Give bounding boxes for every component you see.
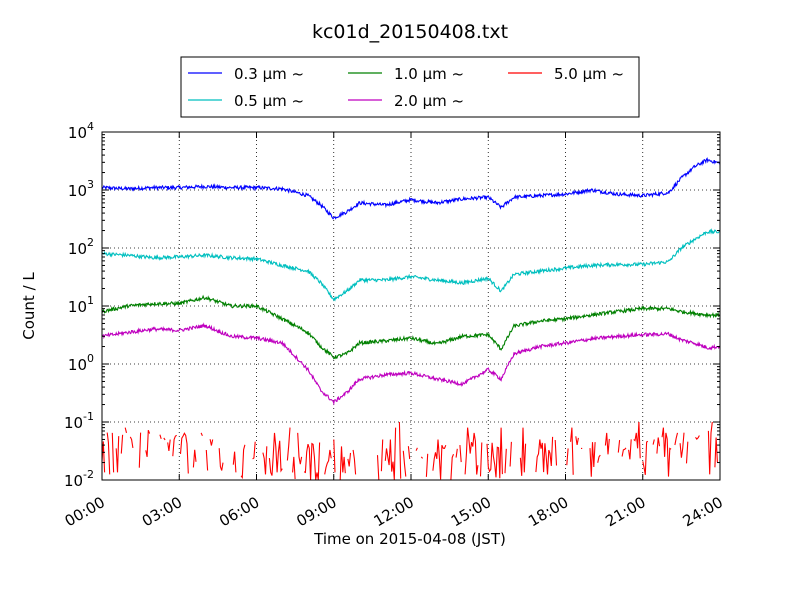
series-line-5	[101, 421, 718, 480]
legend-label: 0.3 µm ~	[234, 65, 304, 83]
y-tick-label: 101	[68, 294, 94, 316]
legend-label: 0.5 µm ~	[234, 92, 304, 110]
legend-label: 2.0 µm ~	[394, 92, 464, 110]
legend-label: 1.0 µm ~	[394, 65, 464, 83]
chart-title: kc01d_20150408.txt	[312, 21, 508, 43]
grid	[102, 132, 720, 480]
y-tick-label: 103	[68, 178, 94, 200]
y-axis-label: Count / L	[20, 272, 38, 340]
series-line-3	[101, 294, 721, 360]
y-tick-label: 10-1	[64, 410, 94, 432]
series-line-1	[101, 157, 721, 220]
legend: 0.3 µm ~ 0.5 µm ~ 1.0 µm ~ 2.0 µm ~ 5.0 µm ~	[180, 56, 640, 118]
series-line-4	[101, 322, 721, 406]
series-line-2	[102, 228, 721, 302]
y-tick-label: 10-2	[64, 468, 94, 490]
y-tick-label: 102	[68, 236, 94, 258]
y-tick-label: 104	[68, 120, 94, 142]
y-tick-label: 100	[68, 352, 94, 374]
legend-label: 5.0 µm ~	[554, 65, 624, 83]
series-layer	[101, 157, 721, 480]
x-axis-label: Time on 2015-04-08 (JST)	[313, 530, 506, 548]
legend-box	[180, 56, 640, 118]
